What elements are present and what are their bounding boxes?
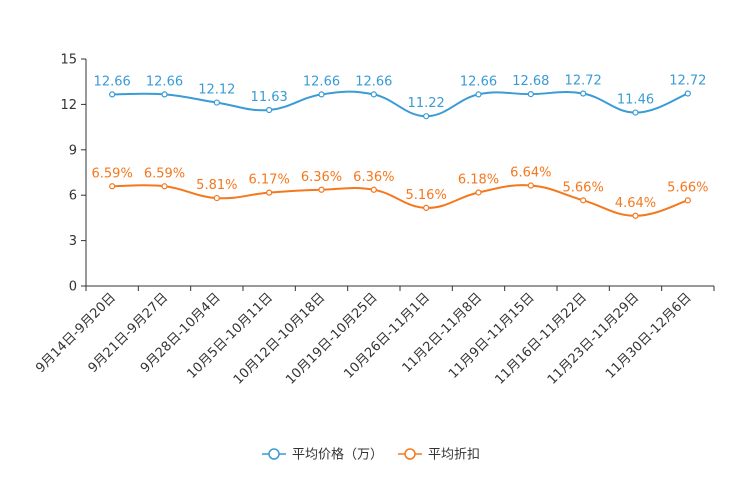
data-point [161,183,168,190]
data-point [266,189,273,196]
data-label: 12.66 [460,74,497,89]
data-point [580,197,587,204]
data-label: 11.22 [408,96,445,111]
data-point [423,113,430,120]
data-label: 11.46 [617,93,654,108]
y-tick-label: 9 [69,143,77,158]
data-label: 6.59% [92,166,133,181]
data-label: 12.66 [355,74,392,89]
legend-label: 平均折扣 [428,448,480,463]
series-line [112,90,689,118]
x-tick-label: 11月16日-11月22日 [493,290,590,387]
data-point [161,91,168,98]
data-label: 4.64% [615,196,656,211]
data-label: 6.64% [510,166,551,181]
data-point [109,91,116,98]
data-point [527,182,534,189]
data-point [318,186,325,193]
data-point [370,186,377,193]
data-label: 12.66 [303,74,340,89]
legend-marker-icon [404,448,416,460]
data-label: 12.66 [94,74,131,89]
data-point [266,106,273,114]
data-point [684,90,691,97]
data-point [527,91,534,98]
data-label: 12.72 [565,74,602,89]
y-tick-label: 0 [69,280,77,295]
data-point [213,99,220,106]
data-point [475,91,482,98]
legend-marker-icon [268,448,280,460]
data-label: 12.68 [512,74,549,89]
data-label: 6.36% [353,170,394,185]
series-0: 12.66 12.66 12.12 11.63 12.66 12.66 11.22 12.66… [94,74,706,120]
y-tick-label: 3 [69,234,77,249]
y-tick-label: 12 [60,98,77,113]
y-tick-label: 6 [69,189,77,204]
data-point [632,212,639,219]
x-tick-label: 10月12日-10月18日 [231,290,328,387]
data-label: 6.59% [144,166,185,181]
data-label: 5.66% [563,180,604,195]
data-label: 11.63 [251,90,288,105]
series-1: 6.59% 6.59% 5.81% 6.17% 6.36% 6.36% 5.16% 6.18%… [92,166,708,219]
data-point [370,91,377,98]
legend-item-0[interactable]: 平均价格（万） [262,447,383,463]
data-point [475,189,482,196]
data-label: 6.17% [249,173,290,188]
data-label: 5.16% [406,188,447,203]
legend-label: 平均价格（万） [292,447,383,463]
data-label: 12.12 [198,83,235,98]
data-label: 6.18% [458,172,499,187]
data-label: 5.81% [196,178,237,193]
data-point [632,109,639,116]
series-layer: 12.66 12.66 12.12 11.63 12.66 12.66 11.22 12.66… [92,74,708,219]
legend-item-1[interactable]: 平均折扣 [398,448,480,463]
series-line [112,184,689,217]
data-label: 12.66 [146,74,183,89]
data-point [684,197,691,204]
data-label: 12.72 [669,74,706,89]
data-point [423,204,430,212]
legend[interactable]: 平均价格（万） 平均折扣 [262,447,480,463]
x-tick-label: 11月23日-11月29日 [545,290,642,387]
data-point [580,90,587,97]
axes: 036912159月14日-9月20日9月21日-9月27日9月28日-10月4… [33,53,715,388]
data-point [109,183,116,190]
y-tick-label: 15 [60,53,77,68]
x-tick-label: 10月19日-10月25日 [283,290,380,387]
data-label: 6.36% [301,170,342,185]
data-point [213,194,220,202]
data-label: 5.66% [667,180,708,195]
data-point [318,91,325,98]
